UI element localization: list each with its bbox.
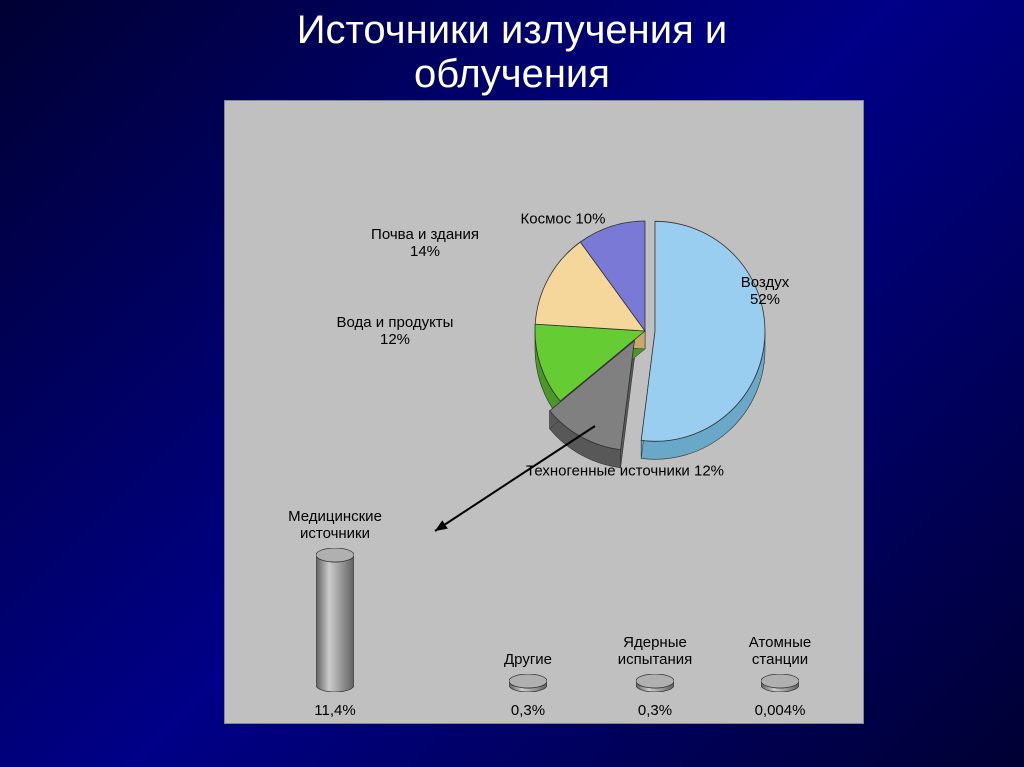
pie-label-soil: Почва и здания14% <box>371 226 479 261</box>
bar-cylinder-atomic <box>761 674 799 692</box>
pie-label-water: Вода и продукты12% <box>337 314 454 349</box>
pie-chart <box>485 211 745 431</box>
bar-cylinder-medical <box>316 548 354 692</box>
title-line1: Источники излучения и <box>297 8 727 52</box>
bar-atomic: Атомныестанции 0,004% <box>720 634 840 720</box>
bar-label-other: Другие <box>468 651 588 668</box>
slide-title: Источники излучения и облучения <box>0 0 1024 96</box>
bar-cylinder-other <box>509 674 547 692</box>
bar-other: Другие 0,3% <box>468 651 588 719</box>
pie-label-space: Космос 10% <box>521 210 606 227</box>
bar-value-medical: 11,4% <box>275 702 395 719</box>
bar-label-atomic: Атомныестанции <box>720 634 840 669</box>
bar-value-nuclear: 0,3% <box>595 702 715 719</box>
bar-label-nuclear: Ядерныеиспытания <box>595 634 715 669</box>
chart-panel: Воздух52% Космос 10% Почва и здания14% Вода… <box>224 100 864 724</box>
bar-chart: Медицинскиеисточники11,4%Другие0,3%Ядерн… <box>225 463 863 723</box>
title-line2: облучения <box>414 52 610 96</box>
pie-label-air: Воздух52% <box>741 274 789 309</box>
bar-medical: Медицинскиеисточники 11,4% <box>275 508 395 720</box>
bar-value-atomic: 0,004% <box>720 702 840 719</box>
bar-label-medical: Медицинскиеисточники <box>275 508 395 543</box>
bar-value-other: 0,3% <box>468 702 588 719</box>
bar-cylinder-nuclear <box>636 674 674 692</box>
bar-nuclear: Ядерныеиспытания 0,3% <box>595 634 715 720</box>
